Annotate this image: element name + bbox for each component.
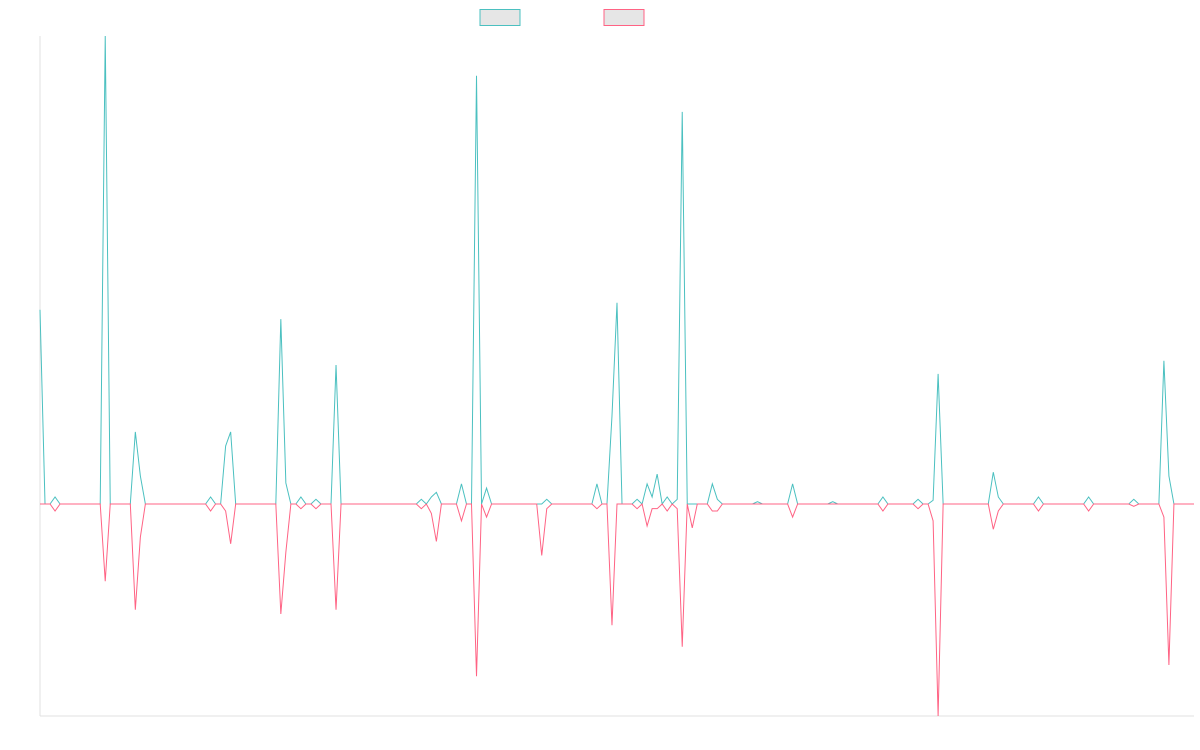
series-line bbox=[40, 503, 1194, 717]
legend-swatch bbox=[603, 9, 645, 26]
legend-swatch bbox=[479, 9, 521, 26]
series-line bbox=[39, 35, 1194, 506]
